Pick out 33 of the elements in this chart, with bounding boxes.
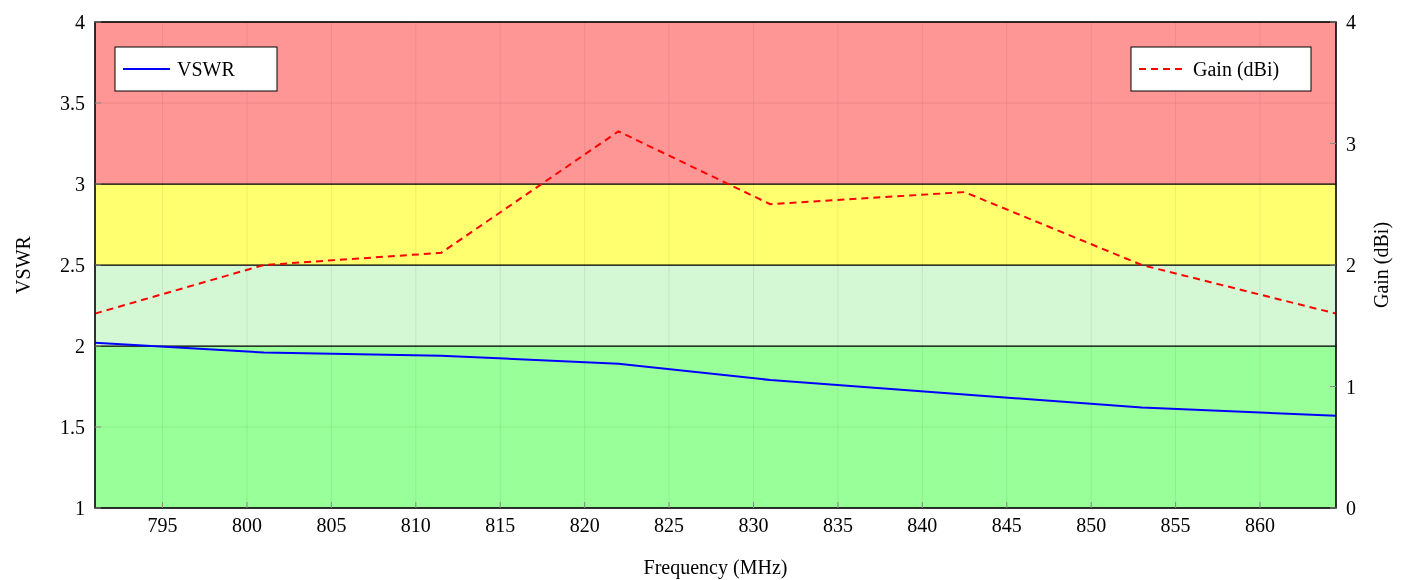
x-tick-label: 825 xyxy=(654,514,685,536)
x-tick-label: 800 xyxy=(231,514,262,536)
y2-tick-label: 3 xyxy=(1346,132,1356,155)
x-tick-label: 815 xyxy=(485,514,516,536)
x-axis-title: Frequency (MHz) xyxy=(643,556,788,579)
y2-axis-title: Gain (dBi) xyxy=(1370,221,1393,309)
y-tick-label: 3 xyxy=(75,173,85,195)
y2-tick-label: 0 xyxy=(1346,497,1356,519)
x-tick-label: 840 xyxy=(907,514,938,536)
legend-label: VSWR xyxy=(177,58,236,80)
x-tick-label: 830 xyxy=(738,514,769,536)
x-tick-label: 855 xyxy=(1160,514,1191,536)
x-tick-label: 820 xyxy=(569,514,600,536)
x-tick-label: 805 xyxy=(316,514,347,536)
y-axis-title: VSWR xyxy=(12,235,34,294)
y-tick-label: 3.5 xyxy=(60,92,85,114)
x-tick-label: 860 xyxy=(1245,514,1276,536)
y-tick-label: 1 xyxy=(75,497,85,519)
y-tick-label: 1.5 xyxy=(60,416,85,438)
y-tick-label: 2 xyxy=(75,335,85,357)
x-tick-label: 835 xyxy=(822,514,853,536)
line-series xyxy=(94,130,1337,315)
x-tick-label: 850 xyxy=(1076,514,1107,536)
line-series xyxy=(94,341,1337,417)
y-tick-label: 4 xyxy=(75,11,85,33)
legend-label: Gain (dBi) xyxy=(1193,58,1280,81)
y-tick-label: 2.5 xyxy=(60,254,85,276)
x-tick-label: 810 xyxy=(400,514,431,536)
y2-tick-label: 2 xyxy=(1346,254,1356,276)
x-tick-label: 795 xyxy=(147,514,178,536)
x-tick-label: 845 xyxy=(991,514,1022,536)
y2-tick-label: 1 xyxy=(1346,375,1356,398)
y2-tick-label: 4 xyxy=(1346,11,1356,33)
